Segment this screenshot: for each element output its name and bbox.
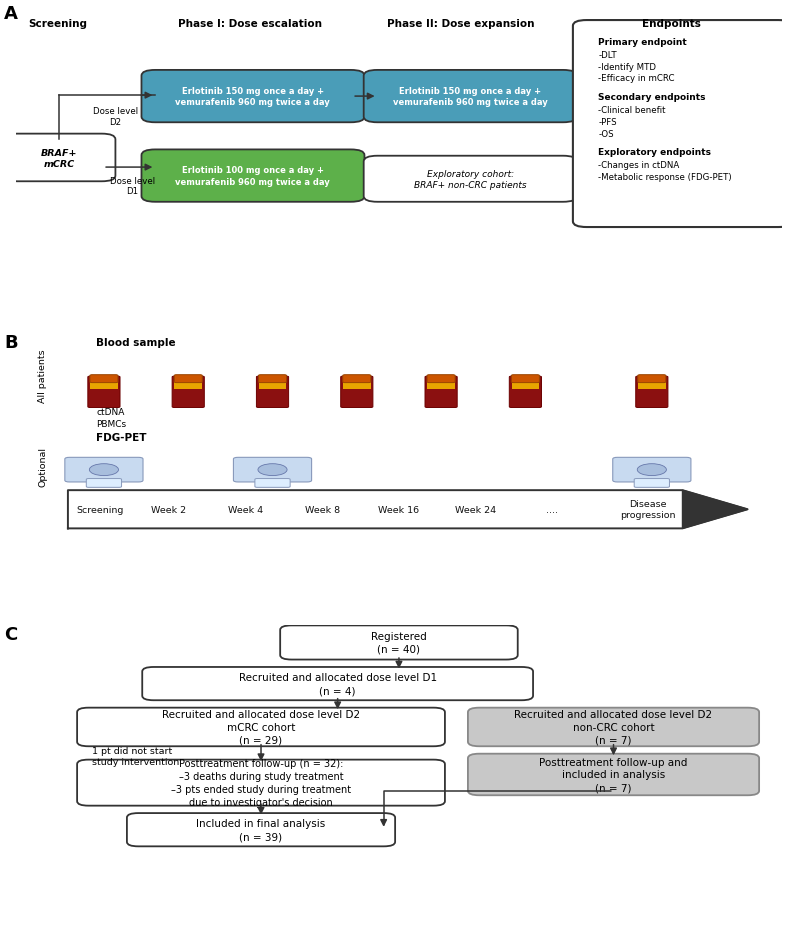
FancyBboxPatch shape xyxy=(141,70,364,123)
FancyBboxPatch shape xyxy=(3,134,115,182)
Text: Screening: Screening xyxy=(77,505,124,514)
Text: Week 16: Week 16 xyxy=(378,505,419,514)
FancyBboxPatch shape xyxy=(511,375,540,383)
FancyBboxPatch shape xyxy=(468,754,759,795)
FancyBboxPatch shape xyxy=(510,376,541,408)
Ellipse shape xyxy=(89,464,118,476)
Text: Recruited and allocated dose level D2
mCRC cohort
(n = 29): Recruited and allocated dose level D2 mC… xyxy=(162,709,360,745)
Text: Week 24: Week 24 xyxy=(455,505,496,514)
Text: Week 2: Week 2 xyxy=(152,505,186,514)
Text: Recruited and allocated dose level D2
non-CRC cohort
(n = 7): Recruited and allocated dose level D2 no… xyxy=(514,709,713,745)
FancyBboxPatch shape xyxy=(638,375,666,383)
Ellipse shape xyxy=(638,464,667,476)
FancyBboxPatch shape xyxy=(634,479,669,488)
Text: -OS: -OS xyxy=(598,130,614,138)
FancyBboxPatch shape xyxy=(88,376,120,408)
Text: PBMCs: PBMCs xyxy=(96,419,126,428)
FancyBboxPatch shape xyxy=(255,479,290,488)
FancyBboxPatch shape xyxy=(427,382,455,389)
Text: A: A xyxy=(4,5,18,22)
Text: Posttreatment follow-up (n = 32):
–3 deaths during study treatment
–3 pts ended : Posttreatment follow-up (n = 32): –3 dea… xyxy=(171,758,351,807)
Text: Week 4: Week 4 xyxy=(228,505,263,514)
FancyBboxPatch shape xyxy=(65,458,143,482)
Polygon shape xyxy=(683,490,747,528)
FancyBboxPatch shape xyxy=(427,375,455,383)
FancyBboxPatch shape xyxy=(258,375,287,383)
Text: -Changes in ctDNA: -Changes in ctDNA xyxy=(598,161,679,171)
Text: Week 8: Week 8 xyxy=(305,505,340,514)
Text: BRAF+
mCRC: BRAF+ mCRC xyxy=(41,148,77,169)
Text: Dose level
D2: Dose level D2 xyxy=(93,107,138,126)
Text: -Metabolic response (FDG-PET): -Metabolic response (FDG-PET) xyxy=(598,173,732,182)
FancyBboxPatch shape xyxy=(343,382,371,389)
FancyBboxPatch shape xyxy=(340,376,373,408)
FancyBboxPatch shape xyxy=(77,708,445,746)
Text: Phase II: Dose expansion: Phase II: Dose expansion xyxy=(386,19,534,29)
FancyBboxPatch shape xyxy=(363,70,577,123)
FancyBboxPatch shape xyxy=(363,157,577,203)
Text: Included in final analysis
(n = 39): Included in final analysis (n = 39) xyxy=(197,819,325,841)
FancyBboxPatch shape xyxy=(68,490,683,528)
FancyBboxPatch shape xyxy=(280,626,517,660)
Text: Disease
progression: Disease progression xyxy=(620,500,675,519)
FancyBboxPatch shape xyxy=(258,382,286,389)
FancyBboxPatch shape xyxy=(613,458,691,482)
Text: Endpoints: Endpoints xyxy=(641,19,701,29)
FancyBboxPatch shape xyxy=(343,375,371,383)
Text: Screening: Screening xyxy=(28,19,88,29)
FancyBboxPatch shape xyxy=(425,376,457,408)
Text: Recruited and allocated dose level D1
(n = 4): Recruited and allocated dose level D1 (n… xyxy=(239,672,437,695)
FancyBboxPatch shape xyxy=(86,479,122,488)
FancyBboxPatch shape xyxy=(175,382,202,389)
Text: Erlotinib 100 mg once a day +
vemurafenib 960 mg twice a day: Erlotinib 100 mg once a day + vemurafeni… xyxy=(175,166,330,187)
FancyBboxPatch shape xyxy=(233,458,311,482)
Text: ....: .... xyxy=(546,505,559,514)
FancyBboxPatch shape xyxy=(141,150,364,203)
Text: Blood sample: Blood sample xyxy=(96,338,176,348)
Text: 1 pt did not start
study intervention: 1 pt did not start study intervention xyxy=(92,746,179,767)
Text: Phase I: Dose escalation: Phase I: Dose escalation xyxy=(178,19,322,29)
Text: C: C xyxy=(4,626,17,643)
FancyBboxPatch shape xyxy=(573,21,790,228)
Text: Erlotinib 150 mg once a day +
vemurafenib 960 mg twice a day: Erlotinib 150 mg once a day + vemurafeni… xyxy=(393,86,547,108)
Text: All patients: All patients xyxy=(38,349,47,403)
Text: Optional: Optional xyxy=(38,447,47,487)
Text: Posttreatment follow-up and
included in analysis
(n = 7): Posttreatment follow-up and included in … xyxy=(540,756,688,793)
FancyBboxPatch shape xyxy=(512,382,540,389)
FancyBboxPatch shape xyxy=(174,375,202,383)
FancyBboxPatch shape xyxy=(638,382,666,389)
Text: Primary endpoint: Primary endpoint xyxy=(598,38,687,46)
FancyBboxPatch shape xyxy=(172,376,205,408)
Text: Registered
(n = 40): Registered (n = 40) xyxy=(371,631,427,654)
Text: -PFS: -PFS xyxy=(598,118,617,127)
FancyBboxPatch shape xyxy=(90,375,118,383)
Text: -Clinical benefit: -Clinical benefit xyxy=(598,106,666,115)
Text: Exploratory endpoints: Exploratory endpoints xyxy=(598,148,711,157)
Text: B: B xyxy=(4,334,18,351)
Text: -DLT: -DLT xyxy=(598,51,617,60)
Text: FDG-PET: FDG-PET xyxy=(96,432,147,442)
Ellipse shape xyxy=(258,464,287,476)
FancyBboxPatch shape xyxy=(127,813,395,846)
FancyBboxPatch shape xyxy=(142,667,533,701)
FancyBboxPatch shape xyxy=(468,708,759,746)
Text: Secondary endpoints: Secondary endpoints xyxy=(598,93,705,102)
Text: -Efficacy in mCRC: -Efficacy in mCRC xyxy=(598,74,675,83)
FancyBboxPatch shape xyxy=(257,376,288,408)
FancyBboxPatch shape xyxy=(636,376,668,408)
FancyBboxPatch shape xyxy=(90,382,118,389)
Text: Erlotinib 150 mg once a day +
vemurafenib 960 mg twice a day: Erlotinib 150 mg once a day + vemurafeni… xyxy=(175,86,330,108)
Text: Dose level
D1: Dose level D1 xyxy=(110,176,155,196)
Text: Exploratory cohort:
BRAF+ non-CRC patients: Exploratory cohort: BRAF+ non-CRC patien… xyxy=(414,170,526,190)
FancyBboxPatch shape xyxy=(77,760,445,806)
Text: -Identify MTD: -Identify MTD xyxy=(598,63,656,71)
Text: ctDNA: ctDNA xyxy=(96,408,125,417)
